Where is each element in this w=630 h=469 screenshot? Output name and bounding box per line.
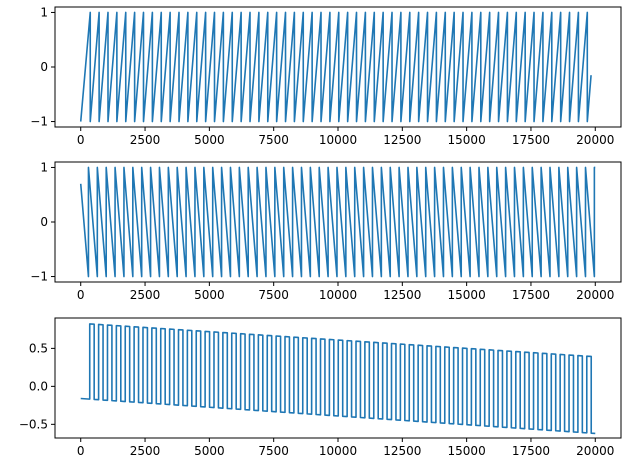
subplot-1-x-tick-label: 12500 [383,133,421,147]
subplot-3-y-tick-label: −0.5 [19,417,48,431]
subplots: 0 2500 5000 7500 10000 12500 15000 17500 20000−1… [19,5,622,458]
subplot-2-y-tick-label: 0 [40,215,48,229]
subplot-2-x-tick-label: 20000 [576,288,614,302]
subplot-1-x-tick-label: 2500 [130,133,161,147]
subplot-2-y-tick-label: 1 [40,160,48,174]
subplot-1-y-tick-label: −1 [30,115,48,129]
subplot-3-x-tick-label: 5000 [194,444,225,458]
subplot-3-x-tick-label: 15000 [448,444,486,458]
subplot-2-x-tick-label: 12500 [383,288,421,302]
subplot-2-x-tick-label: 15000 [448,288,486,302]
subplot-2-x-tick-label: 7500 [258,288,289,302]
subplot-2-x-tick-label: 2500 [130,288,161,302]
subplot-2-x-tick-label: 0 [77,288,85,302]
subplot-3: 0 2500 5000 7500 10000 12500 15000 17500 20000 −0… [19,317,622,458]
subplot-2: 0 2500 5000 7500 10000 12500 15000 17500 20000 −1… [30,160,622,302]
subplot-3-x-tick-label: 7500 [258,444,289,458]
subplot-1-x-tick-label: 17500 [512,133,550,147]
subplot-2-x-tick-label: 17500 [512,288,550,302]
subplot-2-series-1-line [79,166,596,278]
subplot-3-x-tick-label: 2500 [130,444,161,458]
subplot-2-x-tick-label: 10000 [319,288,357,302]
subplot-1-y-tick-label: 1 [40,5,48,19]
subplot-3-x-tick-label: 17500 [512,444,550,458]
subplot-3-x-tick-label: 20000 [576,444,614,458]
subplot-1-x-tick-label: 7500 [258,133,289,147]
subplot-3-x-tick-label: 12500 [383,444,421,458]
subplot-3-y-tick-label: 0.0 [29,379,48,393]
subplot-1-x-tick-label: 10000 [319,133,357,147]
subplot-3-x-tick-label: 0 [77,444,85,458]
subplot-3-series-1-line [80,323,596,435]
subplot-1-x-tick-label: 5000 [194,133,225,147]
subplot-2-y-tick-label: −1 [30,270,48,284]
subplot-1-x-tick-label: 20000 [576,133,614,147]
subplot-1-y-tick-label: 0 [40,60,48,74]
subplot-1-series-1-line [79,11,592,123]
subplot-3-x-tick-label: 10000 [319,444,357,458]
subplot-1: 0 2500 5000 7500 10000 12500 15000 17500 20000 −1… [30,5,622,147]
subplot-1-x-tick-label: 15000 [448,133,486,147]
subplot-3-y-tick-label: 0.5 [29,341,48,355]
subplot-1-x-tick-label: 0 [77,133,85,147]
subplot-2-x-tick-label: 5000 [194,288,225,302]
